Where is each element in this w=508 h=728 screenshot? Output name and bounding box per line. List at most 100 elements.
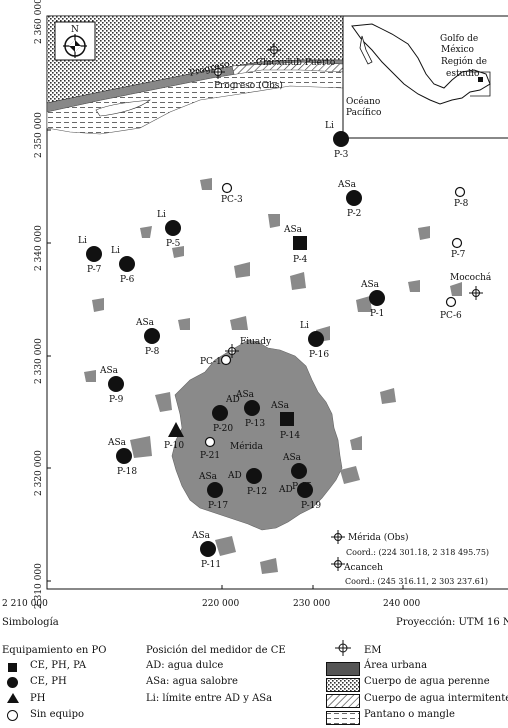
point-class-label: Li [300,321,309,331]
x-tick-label: 230 000 [293,599,330,609]
y-tick-label: 2 330 000 [34,338,44,384]
point-class-label: Li [78,236,87,246]
em-station-icon [211,43,483,571]
sampling-point: P-8 ASa [135,318,160,357]
sampling-point: P-4 ASa [283,225,308,265]
sampling-point: P-20 AD [212,395,240,434]
point-class-label: ASa [337,180,357,190]
point-marker [119,256,135,272]
point-label: P-7 [451,250,466,260]
point-marker [297,482,313,498]
point-marker [333,131,349,147]
point-class-label: ASa [270,401,290,411]
point-label: P-11 [201,560,221,570]
point-marker [200,541,216,557]
place-chicxulub: Chicxulub Puerto [256,58,335,68]
point-class-label: ASa [283,225,303,235]
point-label: P-8 [454,199,469,209]
point-label: P-7 [87,265,102,275]
point-class-label: ASa [235,390,255,400]
point-label: P-21 [200,451,220,461]
sampling-point: PC-6 [440,296,462,321]
point-label: P-19 [301,501,321,511]
sampling-point: P-6 Li [111,246,135,285]
point-class-label: ASa [107,438,127,448]
point-marker [280,412,294,426]
point-marker [165,220,181,236]
point-label: P-6 [120,275,135,285]
point-marker [346,190,362,206]
point-class-label: ASa [360,280,380,290]
inset-region: estudio [446,69,479,79]
sampling-point: P-11 ASa [191,531,221,570]
point-label: P-20 [213,424,233,434]
sampling-point: P-12 AD [227,468,267,497]
point-label: P-2 [347,209,361,219]
point-label: PC-1 [200,357,222,367]
point-marker [445,296,457,308]
point-marker [221,182,233,194]
sampling-point: P-8 [454,186,469,209]
point-label: P-12 [247,487,267,497]
place-merida-obs: Mérida (Obs) [348,532,409,543]
y-tick-label: 2 310 000 [34,563,44,609]
place-merida-coord: Coord.: (224 301.18, 2 318 495.75) [346,548,489,557]
point-label: P-13 [245,419,265,429]
place-acanceh: Acanceh [343,563,383,573]
point-marker [204,436,216,448]
sampling-point: P-21 [200,436,220,461]
point-class-label: AD [227,471,242,481]
inset-gulf: México [441,44,474,55]
point-class-label: Li [157,210,166,220]
point-class-label: Li [325,121,334,131]
point-label: P-8 [145,347,160,357]
sampling-point: P-3 Li [325,121,349,160]
sampling-point: P-1 ASa [360,280,385,319]
y-axis-ticks [47,15,51,582]
point-label: P-16 [309,350,329,360]
point-marker [108,376,124,392]
sampling-point: P-5 Li [157,210,181,249]
point-label: PC-6 [440,311,462,321]
sampling-point: P-14 ASa [270,401,300,441]
point-class-label: ASa [99,366,119,376]
point-class-label: ASa [191,531,211,541]
point-marker [212,405,228,421]
point-label: P-5 [166,239,181,249]
sampling-point: P-17 ASa [198,472,228,511]
point-marker [207,482,223,498]
point-marker [369,290,385,306]
y-tick-label: 2 360 000 [34,0,44,44]
point-marker [451,237,463,249]
x-tick-label: 220 000 [202,599,239,609]
point-label: P-10 [164,441,184,451]
sampling-point: P-7 Li [78,236,102,275]
point-class-label: ASa [198,472,218,482]
point-marker [308,331,324,347]
place-fiuady: Fiuady [240,337,272,347]
point-marker [116,448,132,464]
inset-region: Región de [441,56,487,67]
x-tick-label: 2 210 000 [2,599,48,609]
point-marker [168,422,184,437]
point-label: P-14 [280,431,300,441]
x-axis-ticks [46,585,404,589]
point-label: P-1 [370,309,384,319]
sampling-point: PC-3 [221,182,243,205]
point-marker [291,463,307,479]
y-tick-label: 2 350 000 [34,112,44,158]
point-label: P-9 [109,395,124,405]
point-marker [293,236,307,250]
sampling-point: P-2 ASa [337,180,362,219]
point-marker [144,328,160,344]
point-label: P-18 [117,467,137,477]
sampling-point: P-10 [164,422,184,451]
point-marker [454,186,466,198]
place-progreso-obs: Progreso (Obs) [214,80,283,91]
point-class-label: ASa [135,318,155,328]
y-tick-label: 2 340 000 [34,225,44,271]
x-tick-label: 240 000 [383,599,420,609]
point-label: PC-3 [221,195,243,205]
sampling-point: P-16 Li [300,321,329,360]
north-label: N [71,25,79,35]
